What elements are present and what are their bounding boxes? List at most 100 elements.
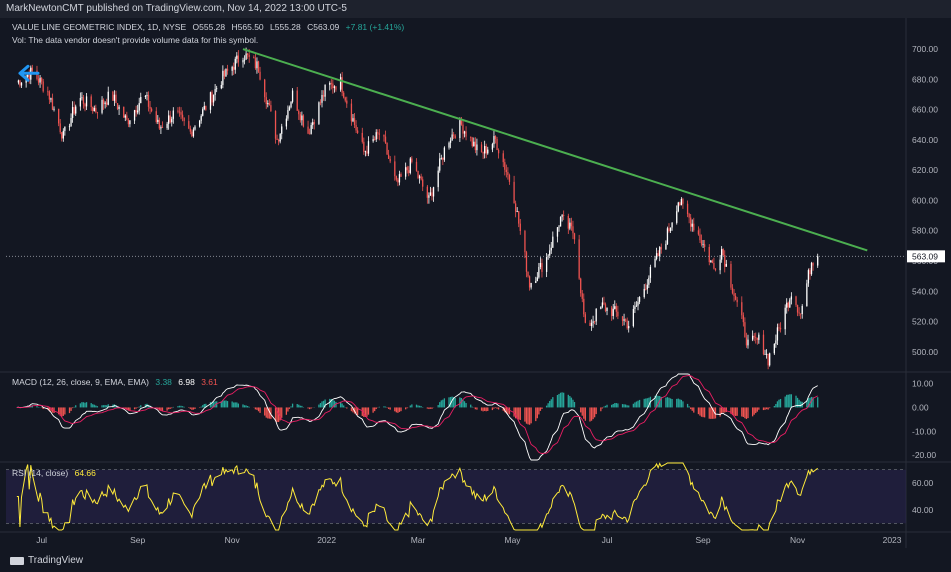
- candle-body: [123, 106, 125, 118]
- candle-body: [570, 222, 573, 227]
- macd-histogram-bar: [420, 406, 422, 408]
- candle-body: [484, 146, 486, 154]
- macd-histogram-bar: [592, 407, 594, 420]
- candle-body: [377, 132, 379, 134]
- macd-histogram-bar: [572, 399, 574, 408]
- macd-histogram-bar: [719, 407, 721, 417]
- candle-body: [28, 74, 30, 80]
- macd-histogram-bar: [440, 400, 442, 408]
- candle-body: [42, 81, 44, 92]
- macd-histogram-bar: [112, 404, 114, 408]
- candle-body: [61, 132, 63, 139]
- price-tick-label: 540.00: [912, 286, 938, 296]
- macd-signal-line: [16, 374, 818, 454]
- macd-histogram-bar: [590, 407, 593, 421]
- candle-body: [497, 149, 500, 154]
- candle-body: [677, 202, 679, 212]
- candle-body: [790, 296, 793, 300]
- macd-histogram-bar: [270, 407, 272, 419]
- candle-body: [516, 211, 518, 212]
- macd-hist-value: 3.38: [155, 377, 172, 387]
- macd-histogram-bar: [322, 400, 325, 408]
- candle-body: [189, 128, 191, 132]
- macd-histogram-bar: [216, 401, 218, 408]
- candle-body: [222, 70, 224, 85]
- price-tick-label: 500.00: [912, 347, 938, 357]
- macd-histogram-bar: [624, 404, 627, 408]
- macd-histogram-bar: [615, 403, 617, 408]
- macd-histogram-bar: [584, 407, 586, 421]
- candle-body: [660, 247, 662, 250]
- candle-body: [671, 222, 673, 228]
- macd-histogram-bar: [676, 398, 678, 408]
- macd-histogram-bar: [569, 396, 571, 408]
- macd-histogram-bar: [333, 400, 336, 408]
- candle-body: [200, 115, 202, 121]
- candle-body: [536, 277, 538, 282]
- candle-body: [102, 99, 105, 105]
- tradingview-brand[interactable]: TradingView: [10, 555, 83, 566]
- candle-body: [789, 299, 791, 308]
- candle-body: [734, 295, 737, 300]
- candle-body: [429, 192, 432, 196]
- candle-body: [654, 258, 656, 267]
- candle-body: [703, 244, 706, 247]
- candle-body: [166, 123, 168, 128]
- candle-body: [118, 106, 120, 109]
- macd-histogram-bar: [92, 404, 94, 408]
- candle-body: [690, 217, 692, 227]
- candle-body: [431, 192, 433, 197]
- candle-body: [615, 306, 617, 312]
- candle-body: [779, 327, 782, 330]
- macd-histogram-bar: [635, 401, 638, 408]
- macd-histogram-bar: [463, 401, 466, 408]
- macd-histogram-bar: [257, 407, 260, 412]
- macd-histogram-bar: [449, 396, 452, 408]
- candle-body: [299, 114, 301, 121]
- macd-histogram-bar: [140, 405, 142, 408]
- candle-body: [439, 158, 441, 171]
- arrow-left-icon: [18, 64, 40, 82]
- price-tick-label: 640.00: [912, 135, 938, 145]
- macd-histogram-bar: [265, 407, 267, 418]
- macd-histogram-bar: [397, 407, 399, 413]
- macd-histogram-bar: [61, 407, 63, 417]
- macd-histogram-bar: [459, 397, 461, 408]
- candle-body: [247, 53, 249, 56]
- candle-body: [730, 263, 732, 288]
- macd-histogram-bar: [36, 406, 38, 408]
- macd-histogram-bar: [442, 399, 444, 408]
- rsi-tick-label: 60.00: [912, 478, 934, 488]
- candle-body: [796, 305, 799, 313]
- candle-body: [697, 230, 700, 235]
- candle-body: [254, 58, 257, 69]
- candle-body: [676, 211, 678, 223]
- candle-body: [389, 158, 391, 162]
- macd-histogram-bar: [181, 406, 184, 408]
- candle-body: [668, 228, 670, 231]
- candle-body: [265, 97, 267, 105]
- macd-histogram-bar: [691, 407, 693, 411]
- candle-body: [19, 80, 21, 86]
- candle-body: [756, 338, 758, 340]
- macd-histogram-bar: [471, 406, 473, 408]
- rsi-line: [16, 462, 819, 531]
- candle-body: [411, 158, 413, 162]
- candle-body: [519, 223, 521, 231]
- candle-body: [135, 110, 137, 113]
- macd-histogram-bar: [677, 398, 679, 408]
- macd-histogram-bar: [637, 400, 639, 408]
- candle-body: [601, 302, 604, 307]
- macd-histogram-bar: [603, 406, 605, 408]
- macd-histogram-bar: [70, 407, 72, 411]
- macd-histogram-bar: [454, 398, 456, 408]
- macd-histogram-bar: [617, 403, 619, 408]
- macd-histogram-bar: [335, 401, 337, 408]
- candle-body: [310, 125, 312, 134]
- macd-histogram-bar: [600, 407, 602, 412]
- macd-histogram-bar: [417, 405, 419, 408]
- macd-histogram-bar: [367, 407, 370, 415]
- macd-histogram-bar: [725, 407, 727, 412]
- candle-body: [448, 142, 450, 148]
